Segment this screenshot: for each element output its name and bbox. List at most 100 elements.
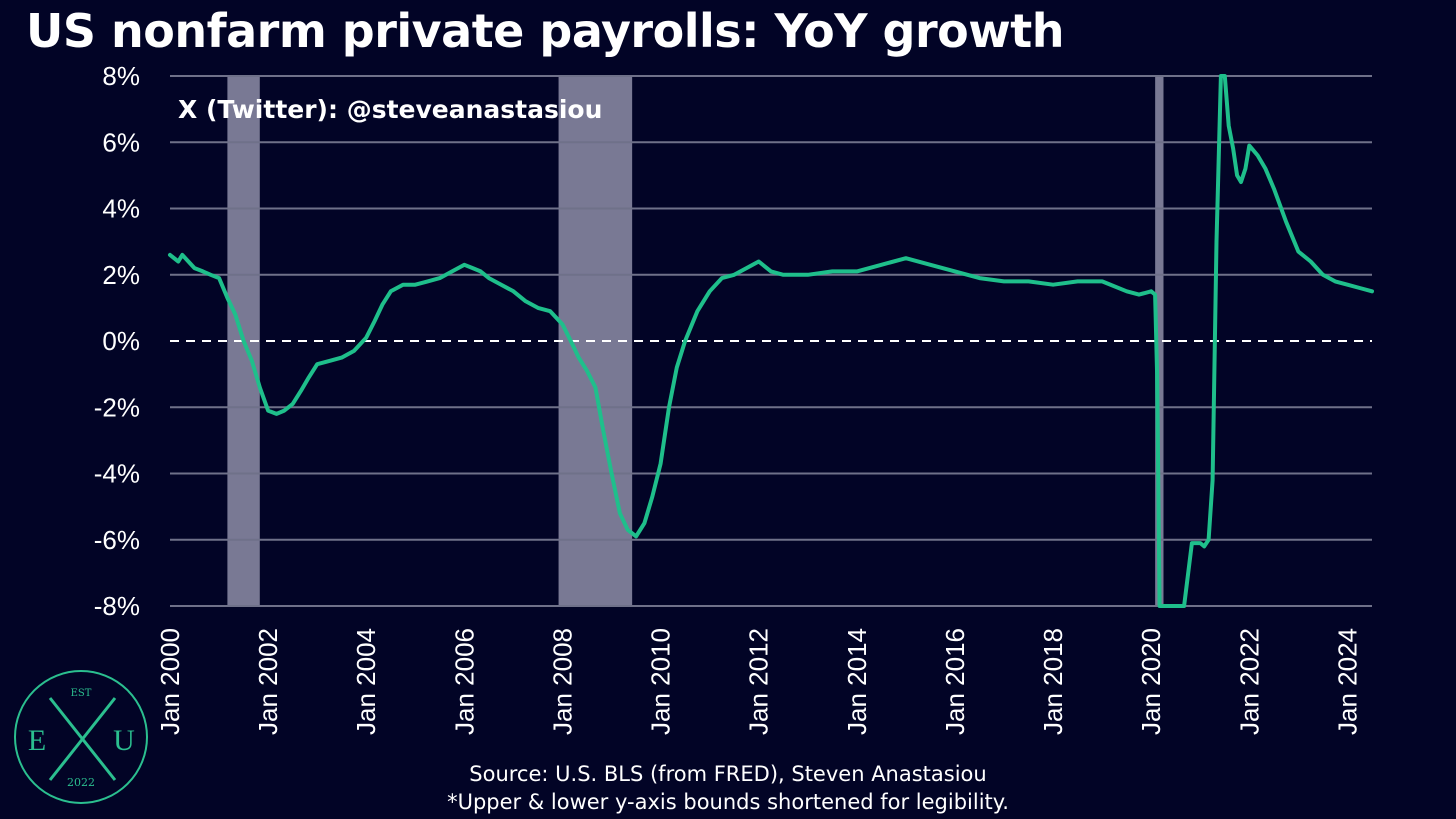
data-point [1002,279,1006,283]
data-point [1247,144,1251,148]
data-point [745,266,748,270]
data-point [233,313,237,316]
y-tick-label: 0% [102,326,140,356]
data-point [282,409,286,413]
data-point [389,289,393,293]
data-point [536,306,540,310]
data-point [1211,478,1215,482]
data-point [250,359,254,363]
data-point [524,299,528,303]
data-point [1202,544,1206,548]
data-point [299,389,303,393]
data-point [1358,286,1362,290]
x-tick-label: Jan 2006 [449,628,479,735]
y-axis-labels: 8% 6% 4% 2% 0% -2% -4% -6% -8% [94,61,140,621]
x-tick-label: Jan 2018 [1038,628,1068,735]
data-point [634,534,638,538]
recession-band-2 [1155,76,1164,606]
data-point [201,269,205,273]
data-point [258,385,262,389]
data-point [1027,279,1031,283]
data-point [1051,283,1055,287]
source-note: Source: U.S. BLS (from FRED), Steven Ana… [469,762,987,786]
axis-footnote: *Upper & lower y-axis bounds shortened f… [447,790,1009,814]
data-point [1231,147,1235,151]
data-point [438,276,442,280]
data-point [720,276,724,280]
data-point [1153,293,1157,297]
data-point [650,495,654,499]
data-point [225,296,229,300]
data-point [1256,154,1260,157]
y-tick-label: 2% [102,260,140,290]
data-point [601,428,605,432]
data-point [499,283,503,287]
data-point [781,273,785,277]
data-point [806,273,810,277]
x-tick-label: Jan 2012 [744,628,774,735]
data-point [209,273,213,277]
watermark-text: X (Twitter): @steveanastasiou [178,95,602,124]
data-point [585,369,589,373]
data-point [1235,173,1239,177]
data-point [327,359,331,363]
y-tick-label: -6% [94,525,140,555]
data-point [1198,541,1202,545]
y-tick-label: -2% [94,392,140,422]
data-point [1149,289,1153,293]
data-point [1370,289,1374,293]
data-point [340,356,344,360]
y-tick-label: 8% [102,61,140,91]
data-point [176,260,180,263]
data-point [373,319,377,323]
y-tick-label: 4% [102,194,140,224]
data-point [217,276,221,280]
data-point [708,289,712,293]
data-point [291,402,295,406]
data-point [462,263,466,267]
logo-est-text: EST [71,688,92,699]
data-point [426,279,430,283]
data-point [1076,279,1080,283]
data-point [1155,372,1159,376]
data-point [401,283,405,287]
data-point [1137,293,1141,297]
x-tick-label: Jan 2010 [646,628,676,735]
data-point [659,462,663,466]
data-point [978,276,981,280]
data-point [1243,167,1247,171]
data-point [610,472,614,475]
data-point [675,366,679,369]
data-point [266,409,270,413]
y-tick-label: -4% [94,459,140,489]
data-point [380,303,384,307]
data-point [855,269,859,273]
data-point [1125,289,1129,293]
logo-cross-stroke-b [48,697,117,781]
data-point [352,349,356,353]
data-point [487,276,491,280]
data-point [830,269,834,273]
x-tick-label: Jan 2016 [940,628,970,735]
data-point [1346,283,1349,287]
data-point [1227,124,1231,128]
data-point [168,253,172,257]
data-point [569,339,573,343]
data-point [471,266,475,270]
data-point [315,362,319,366]
x-tick-label: Jan 2024 [1332,628,1362,735]
data-point [561,322,564,326]
series-line-group [168,74,1374,608]
data-point [928,263,932,267]
data-point [307,375,311,379]
y-tick-label: -8% [94,591,140,621]
logo-year-text: 2022 [67,776,95,789]
data-point [511,289,515,293]
data-point [593,385,597,389]
x-tick-label: Jan 2008 [547,628,577,735]
data-point [479,269,483,273]
data-point [180,253,184,257]
data-point [626,528,630,532]
data-point [275,412,278,416]
y-tick-label: 6% [102,127,140,157]
